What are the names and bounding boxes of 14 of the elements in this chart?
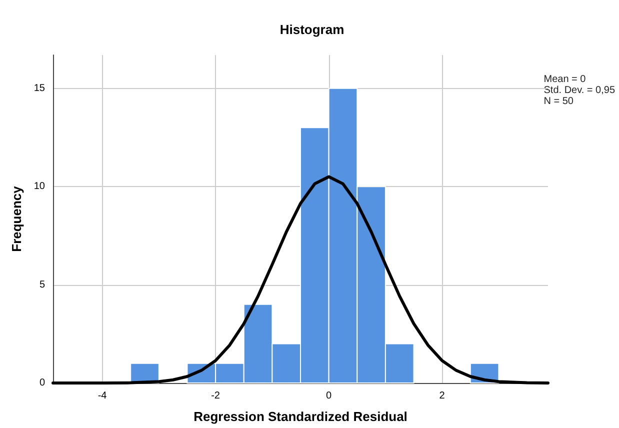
y-tick-label: 15 <box>34 82 46 94</box>
x-tick-label: 0 <box>326 390 332 402</box>
y-tick-label: 5 <box>39 279 46 290</box>
x-axis-title: Regression Standardized Residual <box>194 409 408 424</box>
chart-title: Histogram <box>280 22 344 37</box>
y-axis-title: Frequency <box>8 185 24 252</box>
annotation: Mean = 0 <box>544 74 586 85</box>
x-tick-label: -4 <box>98 390 108 402</box>
x-tick-label: 2 <box>439 390 446 402</box>
y-tick-label: 0 <box>39 378 46 388</box>
annotation: N = 50 <box>544 96 574 107</box>
annotation: Std. Dev. = 0,95 <box>544 85 616 96</box>
x-tick-label: -2 <box>211 390 220 402</box>
y-tick-label: 10 <box>34 181 46 192</box>
